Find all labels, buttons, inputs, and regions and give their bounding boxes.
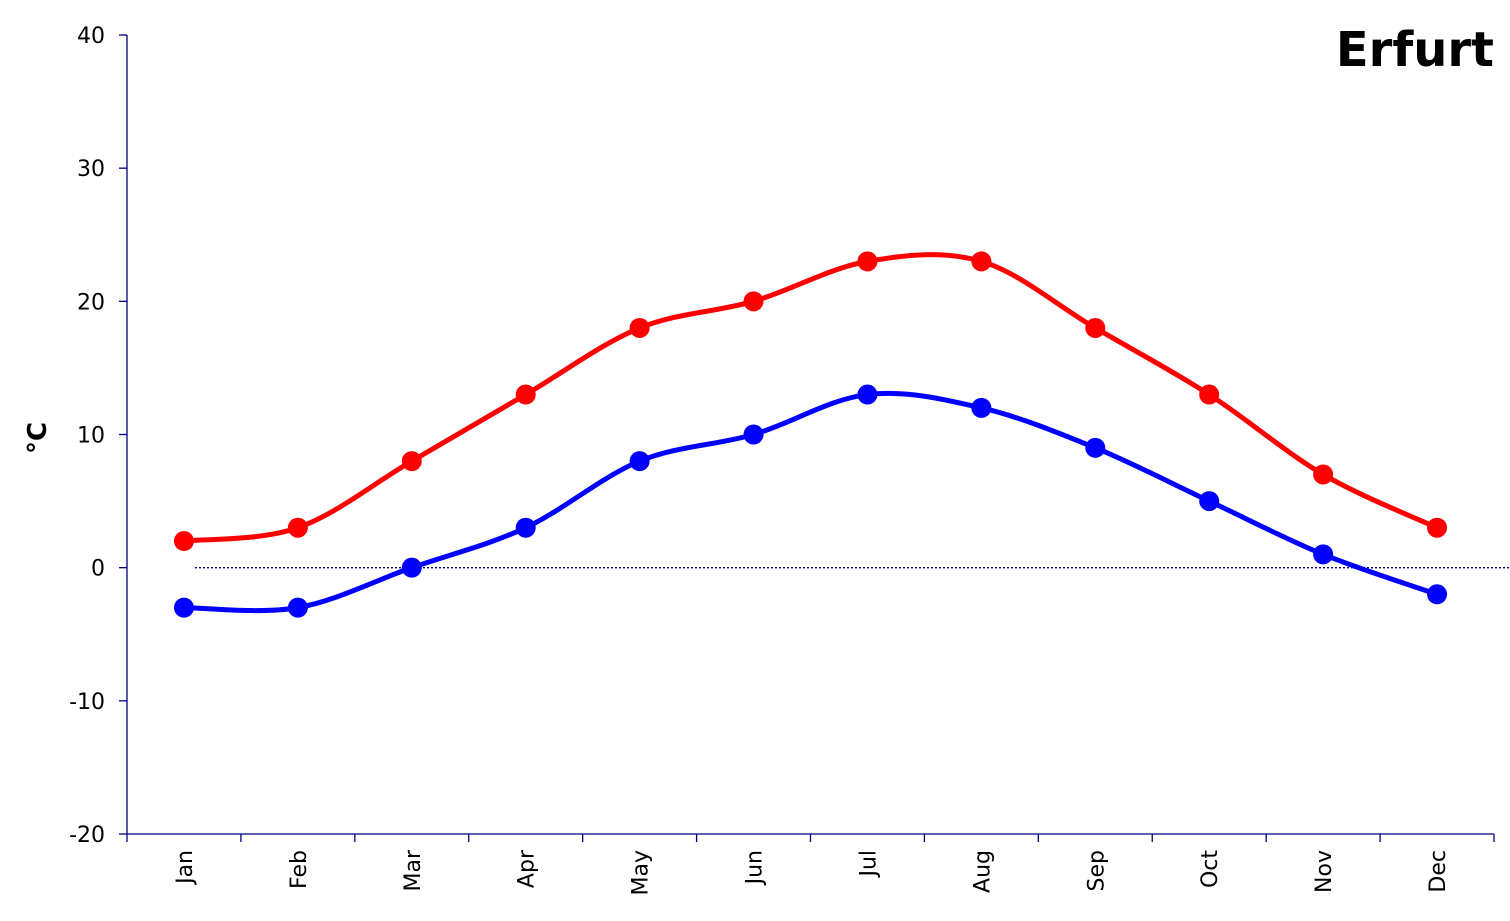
series-1-point [401, 451, 422, 472]
series-1-point [971, 251, 992, 272]
series-2-point [401, 557, 422, 578]
x-tick-label: Jul [856, 850, 881, 879]
chart-title: Erfurt [1336, 22, 1494, 78]
x-tick-label: Sep [1084, 850, 1109, 891]
series-2-point [1427, 584, 1448, 605]
series-2-point [287, 597, 308, 618]
series-1-point [515, 384, 536, 405]
series-2-line [183, 390, 1438, 614]
y-tick-label: 10 [77, 424, 105, 449]
y-tick-label: -10 [69, 690, 105, 715]
x-tick-label: Feb [287, 850, 312, 889]
series-1-point [173, 531, 194, 552]
y-tick-label: 40 [77, 24, 105, 49]
x-tick-label: Jan [173, 850, 198, 886]
series-2-point [1313, 544, 1334, 565]
axes: 40 30 20 10 0 -10 -20 Jan Feb Mar Apr May Jun Jul Aug S… [69, 24, 1510, 895]
series-2-point [173, 597, 194, 618]
y-tick-label: -20 [69, 823, 105, 848]
series-group [173, 251, 1448, 618]
series-2-point [629, 451, 650, 472]
series-1-line [183, 252, 1439, 544]
series-1-point [1427, 517, 1448, 538]
series-2-point [1085, 437, 1106, 458]
series-1-point [743, 291, 764, 312]
series-2-point [743, 424, 764, 445]
series-2-point [857, 384, 878, 405]
series-1-point [1199, 384, 1220, 405]
x-tick-label: Nov [1312, 850, 1337, 893]
x-tick-label: May [629, 850, 654, 895]
series-1-point [629, 317, 650, 338]
x-tick-label: Dec [1426, 850, 1451, 893]
x-tick-label: Apr [515, 849, 540, 888]
y-tick-label: 0 [91, 557, 105, 582]
series-1-point [1085, 317, 1106, 338]
series-1-point [287, 517, 308, 538]
y-axis-label: °C [23, 422, 53, 454]
series-2-point [1199, 491, 1220, 512]
series-1-point [1313, 464, 1334, 485]
series-2-point [515, 517, 536, 538]
x-tick-label: Mar [401, 849, 426, 891]
x-tick-label: Jun [743, 850, 768, 886]
series-1-point [857, 251, 878, 272]
y-tick-label: 20 [77, 290, 105, 315]
x-tick-label: Aug [970, 850, 995, 893]
y-tick-label: 30 [77, 157, 105, 182]
series-2-point [971, 397, 992, 418]
x-tick-label: Oct [1198, 850, 1223, 888]
